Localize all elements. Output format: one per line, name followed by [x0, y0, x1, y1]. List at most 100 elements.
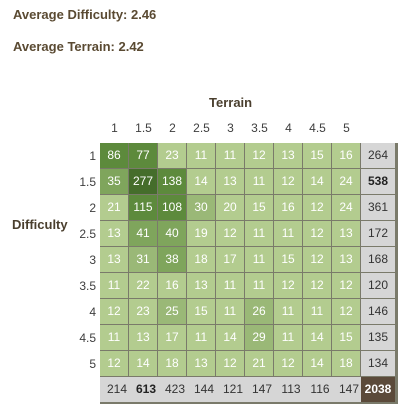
matrix-cell[interactable]: 11: [303, 299, 331, 324]
matrix-cell[interactable]: 41: [129, 221, 157, 246]
matrix-cell[interactable]: 13: [187, 273, 215, 298]
matrix-cell[interactable]: 12: [245, 143, 273, 168]
matrix-cell[interactable]: 21: [100, 195, 128, 220]
matrix-cell[interactable]: 30: [187, 195, 215, 220]
matrix-cell[interactable]: 16: [332, 143, 360, 168]
matrix-cell[interactable]: 31: [129, 247, 157, 272]
matrix-cell[interactable]: 86: [100, 143, 128, 168]
difficulty-label: 1.5: [79, 175, 96, 189]
matrix-cell[interactable]: 15: [332, 325, 360, 350]
matrix-cell[interactable]: 23: [158, 143, 186, 168]
matrix-cell[interactable]: 18: [332, 351, 360, 376]
matrix-cell[interactable]: 35: [100, 169, 128, 194]
dt-matrix-grid: 86 77 23 11 11 12 13 15 16 264 35 277 138 14 13 11 12 14 2…: [100, 143, 398, 404]
matrix-cell[interactable]: 11: [100, 325, 128, 350]
matrix-cell[interactable]: 25: [158, 299, 186, 324]
matrix-cell[interactable]: 26: [245, 299, 273, 324]
matrix-cell[interactable]: 15: [303, 143, 331, 168]
matrix-cell[interactable]: 12: [274, 169, 302, 194]
column-total-cell: 423: [158, 377, 192, 402]
matrix-cell[interactable]: 115: [129, 195, 157, 220]
matrix-cell[interactable]: 17: [216, 247, 244, 272]
matrix-cell[interactable]: 18: [187, 247, 215, 272]
matrix-cell[interactable]: 11: [187, 325, 215, 350]
matrix-cell[interactable]: 40: [158, 221, 186, 246]
matrix-cell[interactable]: 11: [216, 143, 244, 168]
row-total-cell: 538: [361, 169, 395, 194]
column-total-cell: 147: [332, 377, 366, 402]
matrix-cell[interactable]: 12: [303, 273, 331, 298]
matrix-cell[interactable]: 11: [274, 325, 302, 350]
matrix-cell[interactable]: 14: [303, 169, 331, 194]
matrix-cell[interactable]: 11: [100, 273, 128, 298]
matrix-cell[interactable]: 14: [216, 325, 244, 350]
matrix-cell[interactable]: 14: [303, 351, 331, 376]
matrix-cell[interactable]: 15: [245, 195, 273, 220]
row-total-cell: 168: [361, 247, 395, 272]
matrix-cell[interactable]: 24: [332, 195, 360, 220]
terrain-label: 4: [285, 121, 292, 135]
matrix-cell[interactable]: 11: [216, 273, 244, 298]
matrix-cell[interactable]: 14: [303, 325, 331, 350]
matrix-cell[interactable]: 13: [216, 169, 244, 194]
matrix-cell[interactable]: 15: [187, 299, 215, 324]
matrix-cell[interactable]: 16: [274, 195, 302, 220]
row-total-cell: 172: [361, 221, 395, 246]
matrix-cell[interactable]: 12: [303, 195, 331, 220]
matrix-cell[interactable]: 12: [303, 221, 331, 246]
matrix-cell[interactable]: 14: [187, 169, 215, 194]
matrix-cell[interactable]: 11: [245, 169, 273, 194]
matrix-cell[interactable]: 15: [274, 247, 302, 272]
matrix-cell[interactable]: 11: [274, 221, 302, 246]
matrix-cell[interactable]: 12: [303, 247, 331, 272]
terrain-label: 3.5: [251, 121, 268, 135]
matrix-cell[interactable]: 13: [187, 351, 215, 376]
matrix-cell[interactable]: 38: [158, 247, 186, 272]
matrix-cell[interactable]: 12: [100, 299, 128, 324]
matrix-cell[interactable]: 12: [332, 273, 360, 298]
matrix-cell[interactable]: 13: [129, 325, 157, 350]
matrix-cell[interactable]: 11: [245, 273, 273, 298]
matrix-cell[interactable]: 19: [187, 221, 215, 246]
matrix-cell[interactable]: 29: [245, 325, 273, 350]
matrix-cell[interactable]: 12: [216, 351, 244, 376]
matrix-cell[interactable]: 14: [129, 351, 157, 376]
difficulty-label: 2.5: [79, 227, 96, 241]
matrix-cell[interactable]: 22: [129, 273, 157, 298]
terrain-axis-title: Terrain: [209, 95, 253, 110]
matrix-cell[interactable]: 277: [129, 169, 157, 194]
column-total-cell: 147: [245, 377, 279, 402]
matrix-cell[interactable]: 18: [158, 351, 186, 376]
matrix-cell[interactable]: 11: [245, 247, 273, 272]
matrix-cell[interactable]: 13: [332, 247, 360, 272]
difficulty-label: 4.5: [79, 331, 96, 345]
matrix-cell[interactable]: 12: [274, 273, 302, 298]
matrix-cell[interactable]: 21: [245, 351, 273, 376]
matrix-cell[interactable]: 23: [129, 299, 157, 324]
matrix-cell[interactable]: 11: [274, 299, 302, 324]
row-total-cell: 120: [361, 273, 395, 298]
difficulty-label: 1: [89, 149, 96, 163]
matrix-cell[interactable]: 108: [158, 195, 186, 220]
matrix-cell[interactable]: 17: [158, 325, 186, 350]
matrix-cell[interactable]: 24: [332, 169, 360, 194]
matrix-cell[interactable]: 12: [100, 351, 128, 376]
matrix-cell[interactable]: 11: [216, 299, 244, 324]
matrix-cell[interactable]: 11: [187, 143, 215, 168]
matrix-cell[interactable]: 16: [158, 273, 186, 298]
matrix-cell[interactable]: 12: [332, 299, 360, 324]
matrix-cell[interactable]: 13: [100, 221, 128, 246]
matrix-cell[interactable]: 20: [216, 195, 244, 220]
row-total-cell: 146: [361, 299, 395, 324]
matrix-cell[interactable]: 13: [100, 247, 128, 272]
terrain-header-row: 1 1.5 2 2.5 3 3.5 4 4.5 5: [100, 121, 388, 137]
matrix-cell[interactable]: 138: [158, 169, 186, 194]
matrix-cell[interactable]: 13: [332, 221, 360, 246]
matrix-cell[interactable]: 12: [274, 351, 302, 376]
matrix-cell[interactable]: 11: [245, 221, 273, 246]
matrix-cell[interactable]: 13: [274, 143, 302, 168]
matrix-cell[interactable]: 77: [129, 143, 157, 168]
row-total-cell: 135: [361, 325, 395, 350]
matrix-cell[interactable]: 12: [216, 221, 244, 246]
column-total-cell: 613: [129, 377, 163, 402]
